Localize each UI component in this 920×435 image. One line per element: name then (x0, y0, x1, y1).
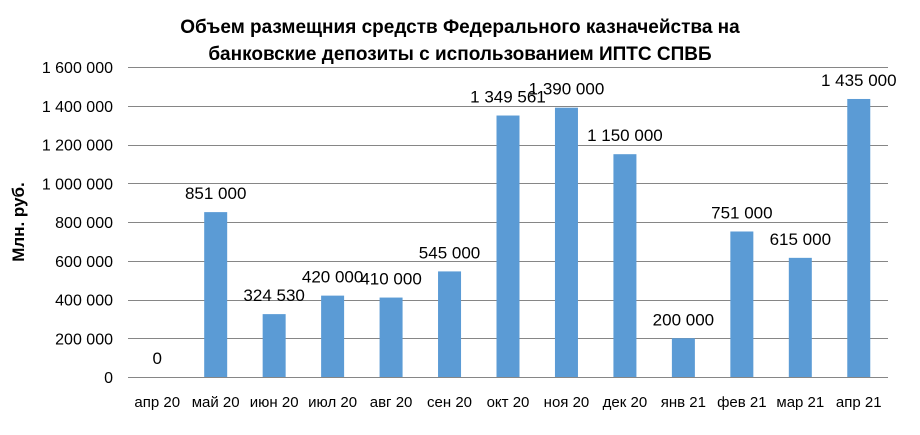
data-label: 545 000 (419, 243, 480, 262)
y-tick-label: 400 000 (55, 293, 113, 310)
y-tick-label: 0 (104, 370, 113, 387)
bar (847, 98, 871, 377)
y-axis-label: Млн. руб. (9, 182, 28, 262)
y-tick-label: 200 000 (55, 331, 113, 348)
data-label: 615 000 (770, 230, 831, 249)
bar (554, 107, 578, 377)
bars (204, 98, 871, 377)
x-tick-label: апр 21 (836, 394, 882, 411)
data-label: 200 000 (653, 310, 714, 329)
chart-title-line-2: банковские депозиты с использованием ИПТ… (208, 44, 711, 65)
data-label: 410 000 (360, 270, 421, 289)
data-label: 420 000 (302, 268, 363, 287)
x-tick-label: дек 20 (603, 394, 648, 411)
y-tick-label: 800 000 (55, 215, 113, 232)
x-tick-label: авг 20 (370, 394, 413, 411)
data-label: 1 390 000 (529, 80, 605, 99)
bar (379, 297, 403, 377)
chart-title-line-1: Объем размещния средств Федерального каз… (180, 17, 740, 38)
data-label: 851 000 (185, 184, 246, 203)
y-tick-label: 1 600 000 (42, 60, 113, 77)
bar (788, 257, 812, 377)
x-tick-label: май 20 (192, 394, 240, 411)
bar (730, 231, 754, 377)
bar (321, 295, 345, 377)
data-label: 0 (152, 349, 161, 368)
x-tick-label: янв 21 (661, 394, 706, 411)
bar (496, 115, 520, 377)
x-tick-label: ноя 20 (544, 394, 590, 411)
data-label: 1 349 561 (470, 88, 546, 107)
x-axis-ticks: апр 20 май 20 июн 20 июл 20 авг 20 сен 20 окт … (134, 394, 881, 411)
bar (204, 212, 228, 377)
x-tick-label: фев 21 (717, 394, 767, 411)
y-axis-ticks: 0 200 000 400 000 600 000 800 000 1 000 000 1 … (42, 60, 113, 387)
x-tick-label: апр 20 (134, 394, 180, 411)
x-tick-label: июл 20 (308, 394, 357, 411)
data-label: 751 000 (711, 203, 772, 222)
bar (671, 338, 695, 377)
x-tick-label: окт 20 (487, 394, 530, 411)
y-tick-label: 1 400 000 (42, 99, 113, 116)
bar (262, 314, 286, 377)
data-label: 1 435 000 (821, 71, 897, 90)
data-label: 324 530 (243, 286, 304, 305)
y-tick-label: 1 000 000 (42, 176, 113, 193)
y-tick-label: 600 000 (55, 254, 113, 271)
y-tick-label: 1 200 000 (42, 138, 113, 155)
x-tick-label: сен 20 (427, 394, 472, 411)
bar (613, 154, 637, 377)
x-tick-label: мар 21 (776, 394, 824, 411)
x-tick-label: июн 20 (250, 394, 299, 411)
bar (438, 271, 462, 377)
data-label: 1 150 000 (587, 126, 663, 145)
